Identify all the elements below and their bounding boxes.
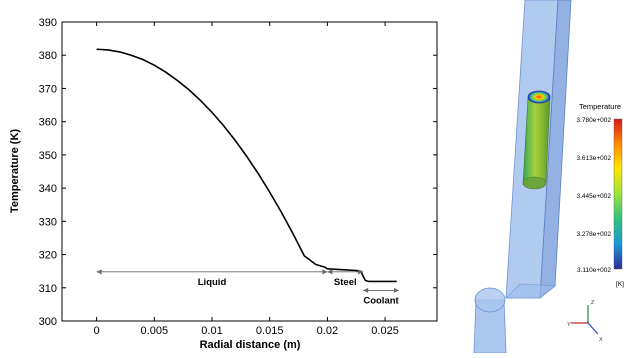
y-tick-label: 320 — [39, 250, 57, 262]
colorbar-label-2: 3.613e+002 — [576, 155, 611, 162]
annotation-arrowhead-left — [327, 269, 333, 275]
colorbar-title: Temperature — [579, 102, 621, 111]
y-tick-label: 300 — [39, 316, 57, 328]
x-tick-label: 0.025 — [371, 325, 399, 337]
region-annotations: Liquid Steel Coolant — [96, 269, 400, 306]
y-tick-label: 390 — [39, 17, 57, 29]
annotation-label: Coolant — [363, 295, 399, 306]
axis-triad-y: Y — [567, 322, 571, 328]
fuel-rod-bottom — [522, 176, 547, 190]
axis-triad-z: Z — [591, 300, 595, 306]
annotation-arrowhead-right — [393, 287, 399, 293]
y-tick-label: 330 — [39, 216, 57, 228]
y-tick-label: 360 — [39, 117, 57, 129]
temperature-chart: 0 0.005 0.01 0.015 0.02 0.025 300 310 320 330 340… — [9, 17, 438, 351]
x-tick-label: 0 — [94, 325, 100, 337]
annotation-arrowhead-left — [363, 287, 369, 293]
channel-lower-edge — [505, 283, 556, 299]
x-tick-label: 0.005 — [141, 325, 169, 337]
fuel-rod-top-cap — [527, 90, 551, 104]
x-tick-label: 0.01 — [201, 325, 222, 337]
x-tick-label: 0.02 — [317, 325, 338, 337]
y-tick-label: 380 — [39, 50, 57, 62]
y-axis-ticks: 300 310 320 330 340 350 360 370 380 390 — [39, 17, 437, 328]
colorbar-label-min: 3.110e+002 — [577, 267, 611, 274]
x-axis-label: Radial distance (m) — [200, 339, 301, 351]
annotation-label: Liquid — [198, 277, 227, 288]
temperature-profile-line — [96, 48, 397, 283]
colorbar-unit: [K] — [616, 281, 624, 288]
colorbar-gradient — [613, 118, 623, 270]
y-tick-label: 340 — [39, 183, 57, 195]
annotation-label: Steel — [334, 277, 357, 288]
axis-triad-x: X — [599, 337, 603, 343]
fuel-rod — [522, 90, 551, 190]
temperature-colorbar: Temperature 3.780e+002 3.613e+002 3.445e… — [576, 102, 624, 288]
x-axis-ticks: 0 0.005 0.01 0.015 0.02 0.025 — [94, 22, 399, 337]
y-axis-label: Temperature (K) — [9, 129, 21, 213]
axis-triad: Z Y X — [567, 300, 603, 343]
inlet-pipe-opening — [474, 287, 506, 313]
annotation-arrowhead-right — [322, 269, 328, 275]
x-tick-label: 0.015 — [256, 325, 284, 337]
plot-frame — [61, 21, 438, 322]
y-tick-label: 350 — [39, 150, 57, 162]
y-tick-label: 370 — [39, 83, 57, 95]
colorbar-label-max: 3.780e+002 — [576, 117, 611, 124]
render-svg: Temperature 3.780e+002 3.613e+002 3.445e… — [473, 0, 624, 354]
annotation-arrowhead-left — [96, 269, 102, 275]
cfd-render-panel: Temperature 3.780e+002 3.613e+002 3.445e… — [440, 0, 627, 354]
colorbar-label-3: 3.445e+002 — [576, 193, 611, 200]
annotation-arrowhead-right — [358, 269, 364, 275]
chart-svg: 0 0.005 0.01 0.015 0.02 0.025 300 310 320 330 340… — [9, 17, 438, 351]
y-tick-label: 310 — [39, 283, 57, 295]
colorbar-label-4: 3.278e+002 — [576, 231, 611, 238]
inlet-pipe — [473, 287, 507, 354]
